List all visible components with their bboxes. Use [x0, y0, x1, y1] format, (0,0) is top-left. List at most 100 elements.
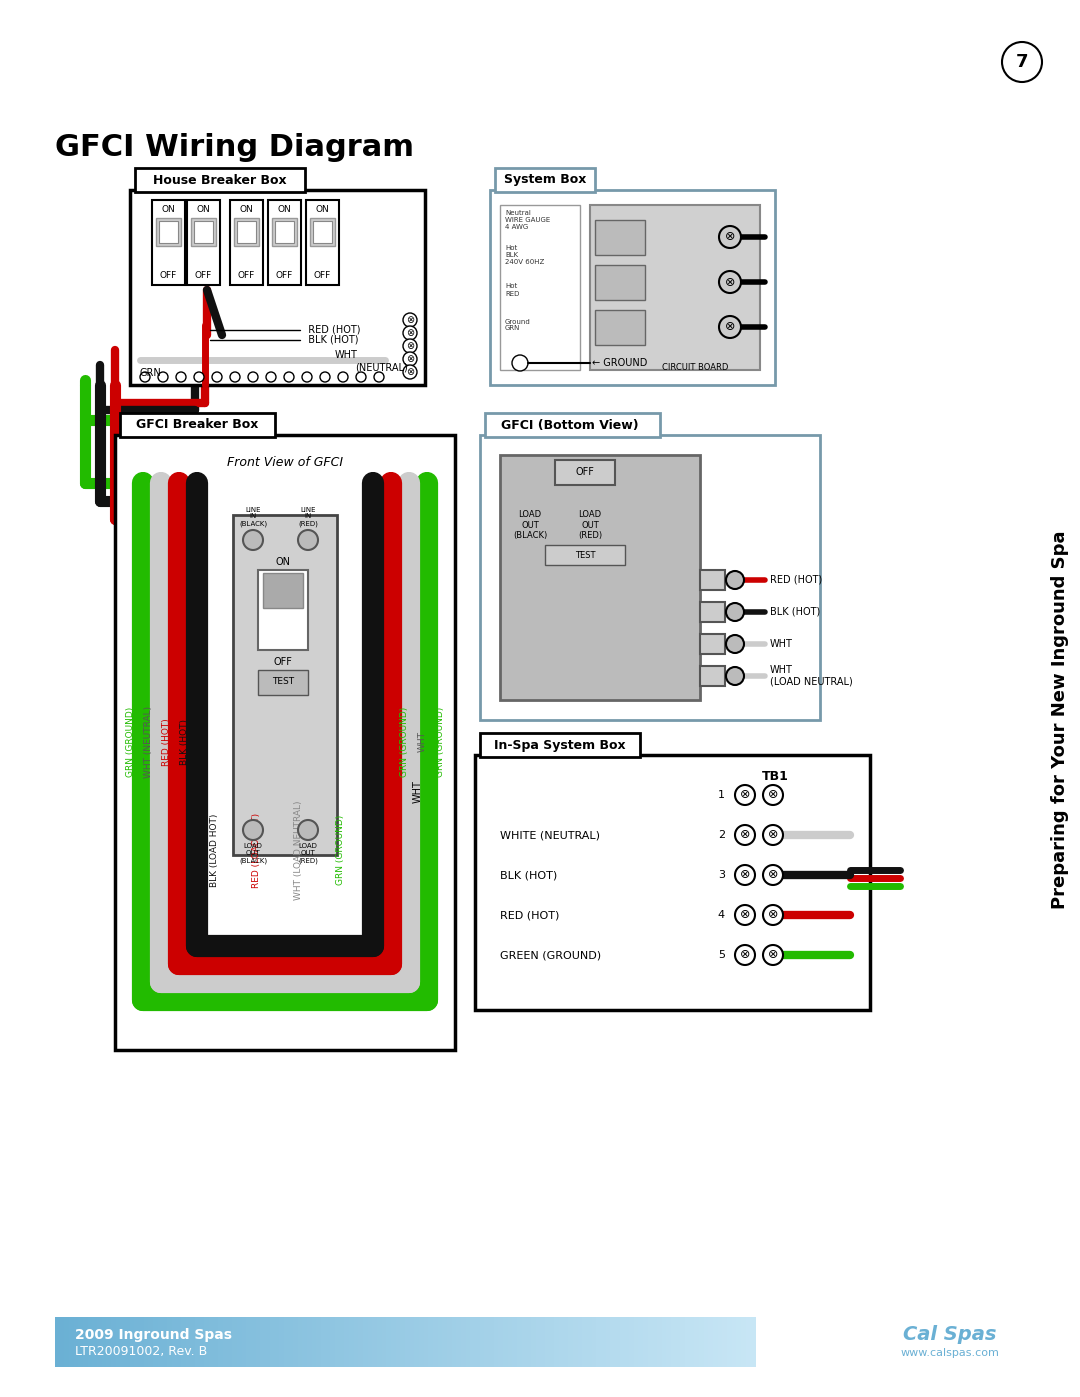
Text: ON: ON	[278, 204, 291, 214]
Circle shape	[719, 271, 741, 293]
Text: ⊗: ⊗	[406, 314, 414, 326]
Bar	[590, 205, 760, 370]
Bar	[508, 1317, 513, 1368]
Bar	[293, 1317, 299, 1368]
Bar	[83, 1317, 89, 1368]
Bar	[159, 221, 178, 243]
Bar	[367, 1317, 374, 1368]
Bar	[555, 460, 615, 485]
Bar	[195, 1317, 201, 1368]
Bar	[135, 168, 305, 191]
Text: WHT: WHT	[413, 781, 423, 803]
Circle shape	[403, 313, 417, 327]
Bar	[326, 1317, 332, 1368]
Text: OFF: OFF	[194, 271, 212, 281]
Bar	[233, 515, 337, 855]
Bar	[480, 1317, 485, 1368]
Text: ⊗: ⊗	[725, 320, 735, 334]
Text: ON: ON	[161, 204, 175, 214]
Circle shape	[403, 352, 417, 366]
Bar	[699, 1317, 704, 1368]
Bar	[65, 1317, 70, 1368]
Bar	[648, 1317, 653, 1368]
Bar	[258, 570, 308, 650]
Text: LINE
IN
(BLACK): LINE IN (BLACK)	[239, 507, 267, 527]
Bar	[465, 1317, 471, 1368]
Bar	[232, 1317, 238, 1368]
Bar	[264, 573, 303, 608]
Bar	[87, 1317, 93, 1368]
Text: In-Spa System Box: In-Spa System Box	[495, 739, 625, 752]
Circle shape	[248, 372, 258, 381]
Bar	[564, 1317, 569, 1368]
Text: WHT (LOAD NEUTRAL): WHT (LOAD NEUTRAL)	[295, 800, 303, 900]
Text: RED (HOT): RED (HOT)	[162, 718, 171, 766]
Bar	[666, 1317, 672, 1368]
Text: GRN (GROUND): GRN (GROUND)	[435, 707, 445, 777]
Bar	[498, 1317, 504, 1368]
Circle shape	[726, 636, 744, 652]
Bar	[600, 1317, 607, 1368]
Text: LINE
IN
(RED): LINE IN (RED)	[298, 507, 318, 527]
Bar	[345, 1317, 350, 1368]
Circle shape	[243, 529, 264, 550]
Text: 2009 Inground Spas: 2009 Inground Spas	[75, 1329, 232, 1343]
Text: ⊗: ⊗	[768, 869, 779, 882]
Bar	[307, 1317, 313, 1368]
Circle shape	[338, 372, 348, 381]
Bar	[494, 1317, 499, 1368]
Text: System Box: System Box	[503, 173, 586, 187]
Bar	[200, 1317, 205, 1368]
Bar	[595, 219, 645, 256]
Bar	[237, 221, 256, 243]
Bar	[228, 1317, 233, 1368]
Text: (NEUTRAL): (NEUTRAL)	[355, 362, 408, 372]
Text: WHITE (NEUTRAL): WHITE (NEUTRAL)	[500, 830, 600, 840]
Bar	[158, 1317, 163, 1368]
Text: ← GROUND: ← GROUND	[592, 358, 647, 367]
Text: 7: 7	[1016, 53, 1028, 71]
Bar	[568, 1317, 573, 1368]
Bar	[700, 570, 725, 590]
Bar	[194, 221, 213, 243]
Bar	[475, 754, 870, 1010]
Bar	[512, 1317, 518, 1368]
Bar	[260, 1317, 266, 1368]
Bar	[218, 1317, 224, 1368]
Circle shape	[1002, 42, 1042, 82]
Text: WHT: WHT	[770, 638, 793, 650]
Bar	[279, 1317, 285, 1368]
Bar	[256, 1317, 261, 1368]
Text: CIRCUIT BOARD: CIRCUIT BOARD	[662, 362, 728, 372]
Bar	[234, 218, 259, 246]
Text: TEST: TEST	[272, 678, 294, 686]
Bar	[204, 1317, 210, 1368]
Bar	[79, 1317, 84, 1368]
Bar	[120, 414, 275, 437]
Bar	[313, 221, 332, 243]
Bar	[59, 1317, 65, 1368]
Text: Neutral
WIRE GAUGE
4 AWG: Neutral WIRE GAUGE 4 AWG	[505, 210, 550, 231]
Bar	[429, 1317, 434, 1368]
Bar	[222, 1317, 229, 1368]
Bar	[582, 1317, 588, 1368]
Text: ⊗: ⊗	[740, 828, 751, 841]
Bar	[443, 1317, 448, 1368]
Text: ⊗: ⊗	[406, 341, 414, 351]
Bar	[727, 1317, 732, 1368]
Circle shape	[735, 826, 755, 845]
Bar	[713, 1317, 718, 1368]
Bar	[461, 1317, 467, 1368]
Circle shape	[726, 571, 744, 590]
Bar	[187, 200, 220, 285]
Text: GRN (GROUND): GRN (GROUND)	[400, 707, 408, 777]
Text: ON: ON	[315, 204, 329, 214]
Text: LOAD
OUT
(RED): LOAD OUT (RED)	[578, 510, 602, 539]
Bar	[191, 218, 216, 246]
Bar	[526, 1317, 532, 1368]
Bar	[624, 1317, 630, 1368]
Text: OFF: OFF	[576, 467, 594, 476]
Circle shape	[735, 865, 755, 886]
Bar	[652, 1317, 658, 1368]
Bar	[495, 168, 595, 191]
